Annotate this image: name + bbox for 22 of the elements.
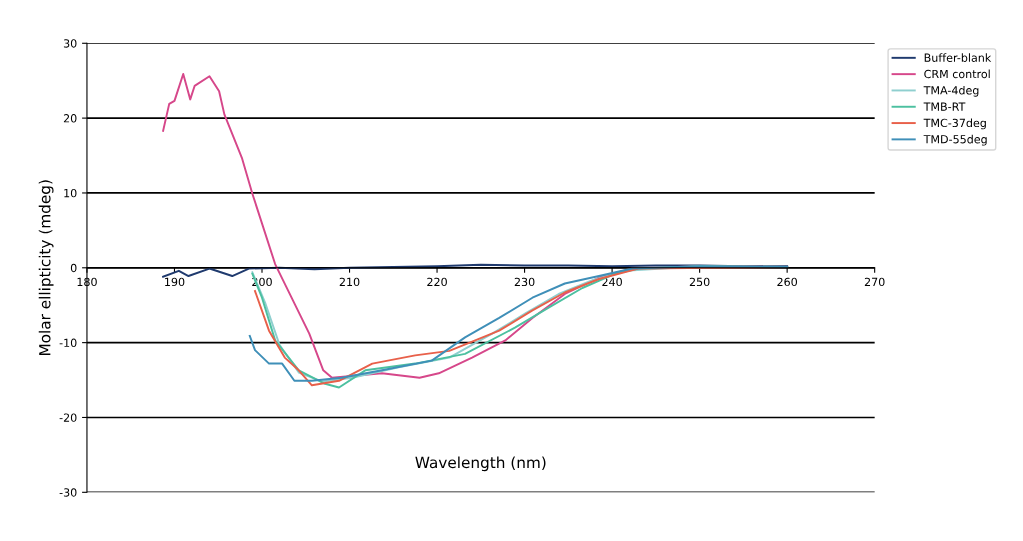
y-tick-label: -30 — [59, 488, 77, 497]
legend-label: Buffer-blank — [924, 53, 992, 62]
legend-label: TMA-4deg — [923, 85, 979, 97]
x-tick-label: 230 — [514, 277, 535, 287]
y-axis-title: Molar ellipticity (mdeg) — [38, 180, 54, 356]
x-tick-label: 270 — [864, 277, 885, 287]
y-tick-label: -10 — [59, 338, 77, 348]
legend-label: TMC-37deg — [923, 118, 986, 130]
y-tick-label: 0 — [70, 263, 77, 273]
legend-label: TMD-55deg — [923, 134, 987, 146]
y-tick-label: 30 — [63, 39, 77, 48]
x-axis-title: Wavelength (nm) — [415, 456, 546, 472]
x-tick-label: 250 — [689, 277, 710, 287]
y-tick-label: 20 — [63, 114, 77, 123]
legend-label: CRM control — [924, 69, 990, 79]
x-tick-label: 190 — [165, 277, 185, 287]
y-tick-label: -20 — [59, 413, 77, 422]
x-tick-label: 260 — [777, 277, 798, 287]
x-tick-label: 220 — [427, 277, 447, 287]
legend-label: TMB-RT — [923, 102, 966, 111]
x-tick-label: 210 — [339, 277, 360, 287]
y-tick-label: 10 — [64, 188, 77, 198]
